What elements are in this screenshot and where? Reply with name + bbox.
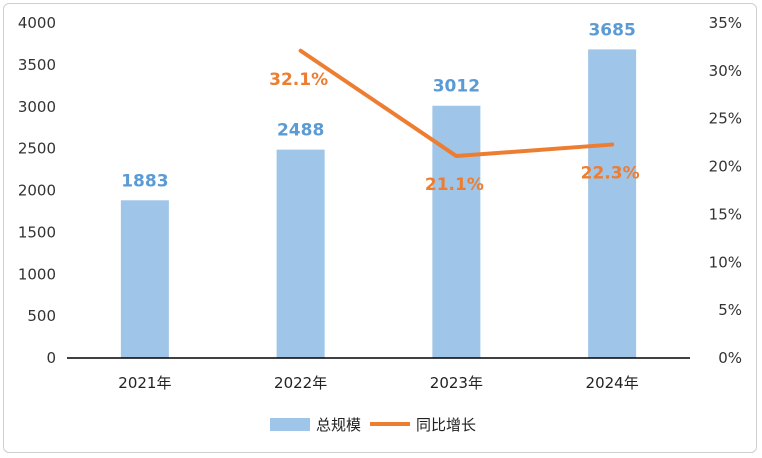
y-axis-right: 0% 5% 10% 15% 20% 25% 30% 35%: [709, 14, 742, 367]
line-data-labels: 32.1% 21.1% 22.3%: [269, 70, 639, 195]
legend: 总规模 同比增长: [270, 416, 476, 434]
line-value-label: 22.3%: [581, 164, 640, 184]
y-right-tick-label: 30%: [709, 62, 742, 80]
y-right-tick-label: 35%: [709, 14, 742, 32]
bar-series: [120, 49, 637, 359]
y-right-tick-label: 10%: [709, 253, 742, 271]
x-tick-label: 2022年: [274, 374, 327, 392]
bar-value-label: 1883: [121, 171, 168, 191]
y-right-tick-label: 5%: [718, 301, 742, 319]
y-right-tick-label: 20%: [709, 158, 742, 176]
bar: [588, 49, 637, 358]
y-left-tick-label: 2000: [18, 182, 56, 200]
y-right-tick-label: 0%: [718, 349, 742, 367]
line-path: [298, 48, 615, 159]
line-series: [298, 48, 615, 159]
y-right-tick-label: 15%: [709, 205, 742, 223]
bar-value-label: 2488: [277, 121, 324, 141]
bar: [120, 200, 169, 358]
x-tick-label: 2021年: [118, 374, 171, 392]
y-left-tick-label: 0: [46, 349, 56, 367]
y-axis-left: 0 500 1000 1500 2000 2500 3000 3500 4000: [18, 14, 56, 367]
y-left-tick-label: 4000: [18, 14, 56, 32]
legend-label-line: 同比增长: [416, 416, 476, 434]
bar-data-labels: 1883 2488 3012 3685: [121, 20, 636, 191]
y-left-tick-label: 3500: [18, 56, 56, 74]
y-left-tick-label: 1000: [18, 265, 56, 283]
y-left-tick-label: 500: [27, 307, 56, 325]
x-tick-label: 2024年: [586, 374, 639, 392]
line-value-label: 32.1%: [269, 70, 328, 90]
bar-value-label: 3685: [588, 20, 635, 40]
line-value-label: 21.1%: [425, 175, 484, 195]
x-tick-label: 2023年: [430, 374, 483, 392]
y-right-tick-label: 25%: [709, 110, 742, 128]
bar: [276, 149, 325, 358]
x-axis-ticks: 2021年 2022年 2023年 2024年: [118, 374, 638, 392]
y-left-tick-label: 2500: [18, 140, 56, 158]
bar: [432, 105, 481, 359]
y-left-tick-label: 3000: [18, 98, 56, 116]
legend-swatch-bar: [270, 418, 310, 431]
bar-value-label: 3012: [433, 77, 480, 97]
y-left-tick-label: 1500: [18, 223, 56, 241]
legend-label-bar: 总规模: [316, 416, 361, 434]
